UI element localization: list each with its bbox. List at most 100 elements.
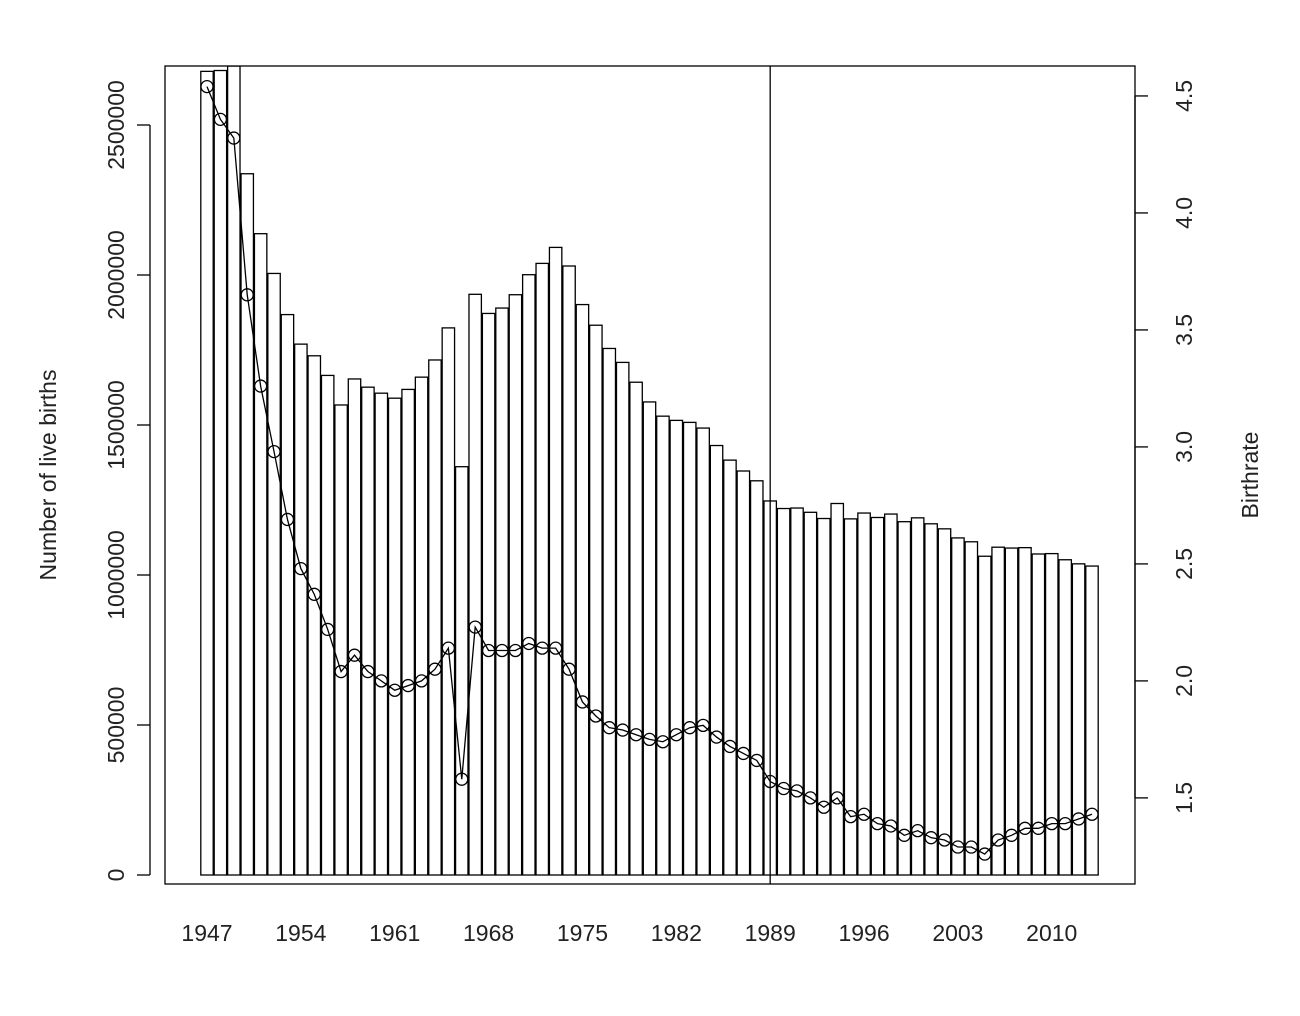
y2-tick-label: 4.0: [1171, 197, 1197, 229]
y-tick-label: 1000000: [103, 530, 129, 620]
point: [414, 674, 429, 688]
y-tick-label: 2000000: [103, 230, 129, 320]
point: [696, 718, 710, 733]
y2-tick-label: 2.0: [1171, 665, 1197, 697]
bar: [736, 470, 751, 876]
point: [1004, 828, 1019, 842]
bar: [964, 541, 979, 876]
bar: [320, 374, 335, 876]
y2-tick-label: 4.5: [1171, 80, 1197, 112]
x-tick-label: 1961: [369, 920, 420, 946]
bar: [267, 272, 281, 876]
point: [830, 791, 844, 805]
point: [629, 728, 643, 742]
bar: [857, 512, 871, 876]
bar: [481, 312, 496, 876]
bar: [387, 397, 402, 876]
point: [428, 662, 442, 676]
bar: [508, 294, 523, 876]
point: [1058, 816, 1072, 831]
point: [334, 664, 348, 679]
point: [321, 622, 335, 637]
point: [455, 772, 469, 786]
bar: [548, 246, 563, 876]
bar: [615, 361, 630, 876]
point: [991, 833, 1005, 847]
point: [843, 809, 858, 824]
x-tick-label: 1954: [275, 920, 326, 946]
y2-axis-label: Birthrate: [1237, 432, 1263, 519]
point: [683, 721, 697, 735]
bar: [575, 303, 590, 876]
bar: [240, 173, 255, 876]
y-axis-label: Number of live births: [35, 370, 61, 581]
point: [978, 847, 992, 861]
point: [401, 678, 415, 693]
bar: [977, 555, 992, 876]
point: [481, 643, 496, 658]
bar: [1058, 559, 1073, 876]
point: [1031, 821, 1046, 835]
bar: [910, 517, 925, 876]
bar: [213, 69, 228, 876]
point: [857, 807, 871, 821]
point: [508, 643, 523, 658]
point: [616, 723, 630, 737]
x-tick-label: 1947: [181, 920, 232, 946]
point: [200, 79, 214, 94]
bar: [830, 502, 845, 876]
bar: [307, 355, 322, 876]
bar: [602, 347, 617, 876]
bar: [870, 516, 885, 876]
bar: [991, 546, 1005, 876]
point: [602, 721, 616, 735]
point: [790, 784, 804, 798]
x-tick-label: 1968: [463, 920, 514, 946]
bar: [696, 427, 710, 876]
point: [964, 840, 978, 854]
point: [669, 728, 683, 742]
x-tick-label: 2010: [1026, 920, 1077, 946]
y-tick-label: 2500000: [103, 80, 129, 170]
bar: [334, 404, 348, 876]
point: [388, 683, 402, 697]
bar: [294, 343, 308, 876]
y2-tick-label: 1.5: [1171, 782, 1197, 814]
bar: [414, 376, 429, 876]
bar: [347, 378, 362, 876]
point: [253, 379, 268, 393]
point: [937, 833, 952, 847]
point: [267, 444, 281, 459]
point: [1018, 821, 1032, 835]
bar: [1071, 563, 1086, 876]
x-tick-label: 1982: [651, 920, 702, 946]
point: [548, 641, 563, 655]
bar: [669, 419, 684, 876]
bar: [280, 313, 295, 876]
bar: [642, 401, 657, 876]
bar: [816, 517, 831, 876]
point: [911, 824, 925, 838]
x-tick-label: 1996: [838, 920, 889, 946]
point: [213, 112, 228, 126]
y-tick-label: 1500000: [103, 380, 129, 470]
bar: [589, 324, 603, 876]
point: [280, 512, 295, 527]
bar: [951, 537, 965, 876]
point: [522, 636, 536, 651]
point: [374, 674, 388, 688]
x-tick-label: 1975: [557, 920, 608, 946]
point: [361, 664, 375, 679]
bar: [1085, 565, 1099, 876]
bar: [682, 421, 697, 876]
point: [951, 840, 965, 854]
bar: [709, 444, 724, 876]
point: [750, 753, 764, 768]
point: [1045, 816, 1059, 831]
bar: [629, 381, 643, 876]
point: [575, 695, 590, 709]
point: [642, 732, 657, 747]
plot-area: [200, 66, 1099, 876]
point: [897, 828, 911, 842]
